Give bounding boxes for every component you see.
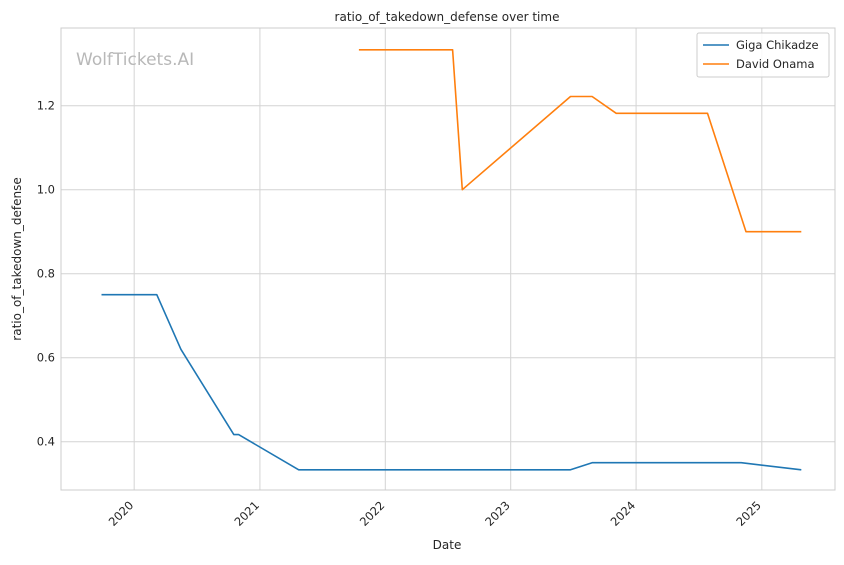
x-axis-title: Date (433, 538, 462, 552)
series-lines (101, 48, 802, 471)
series-line-david-onama (358, 48, 802, 233)
y-axis-ticks: 0.4 0.6 0.8 1.0 1.2 (37, 99, 55, 449)
grid (61, 28, 835, 490)
plot-frame (60, 27, 836, 491)
x-tick-label: 2022 (357, 498, 388, 529)
legend-label-giga-chikadze: Giga Chikadze (736, 38, 819, 52)
legend-box (696, 32, 830, 78)
plot-area (61, 28, 835, 490)
y-axis-title: ratio_of_takedown_defense (10, 177, 24, 340)
x-tick-label: 2025 (733, 498, 764, 529)
y-tick-label: 0.6 (37, 351, 55, 365)
legend-label-david-onama: David Onama (736, 57, 815, 71)
y-tick-label: 0.4 (37, 435, 55, 449)
x-tick-label: 2024 (608, 498, 639, 529)
x-tick-label: 2020 (106, 498, 137, 529)
chart-title: ratio_of_takedown_defense over time (335, 10, 560, 24)
y-tick-label: 1.2 (37, 99, 55, 113)
x-axis-ticks: 2020 2021 2022 2023 2024 2025 (106, 498, 764, 529)
x-tick-label: 2023 (482, 498, 513, 529)
legend: Giga Chikadze David Onama (696, 32, 830, 78)
watermark: WolfTickets.AI (76, 50, 194, 70)
x-tick-label: 2021 (231, 498, 262, 529)
series-line-giga-chikadze (101, 293, 802, 471)
y-tick-label: 0.8 (37, 267, 55, 281)
y-tick-label: 1.0 (37, 183, 55, 197)
